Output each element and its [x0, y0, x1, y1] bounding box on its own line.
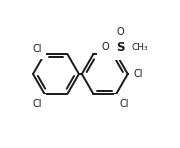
- Text: Cl: Cl: [119, 99, 129, 109]
- Text: Cl: Cl: [134, 69, 143, 79]
- Text: CH₃: CH₃: [131, 43, 148, 52]
- Text: Cl: Cl: [32, 99, 42, 109]
- Text: O: O: [102, 42, 109, 53]
- Text: O: O: [116, 27, 124, 37]
- Text: S: S: [116, 41, 124, 54]
- Text: Cl: Cl: [32, 44, 42, 54]
